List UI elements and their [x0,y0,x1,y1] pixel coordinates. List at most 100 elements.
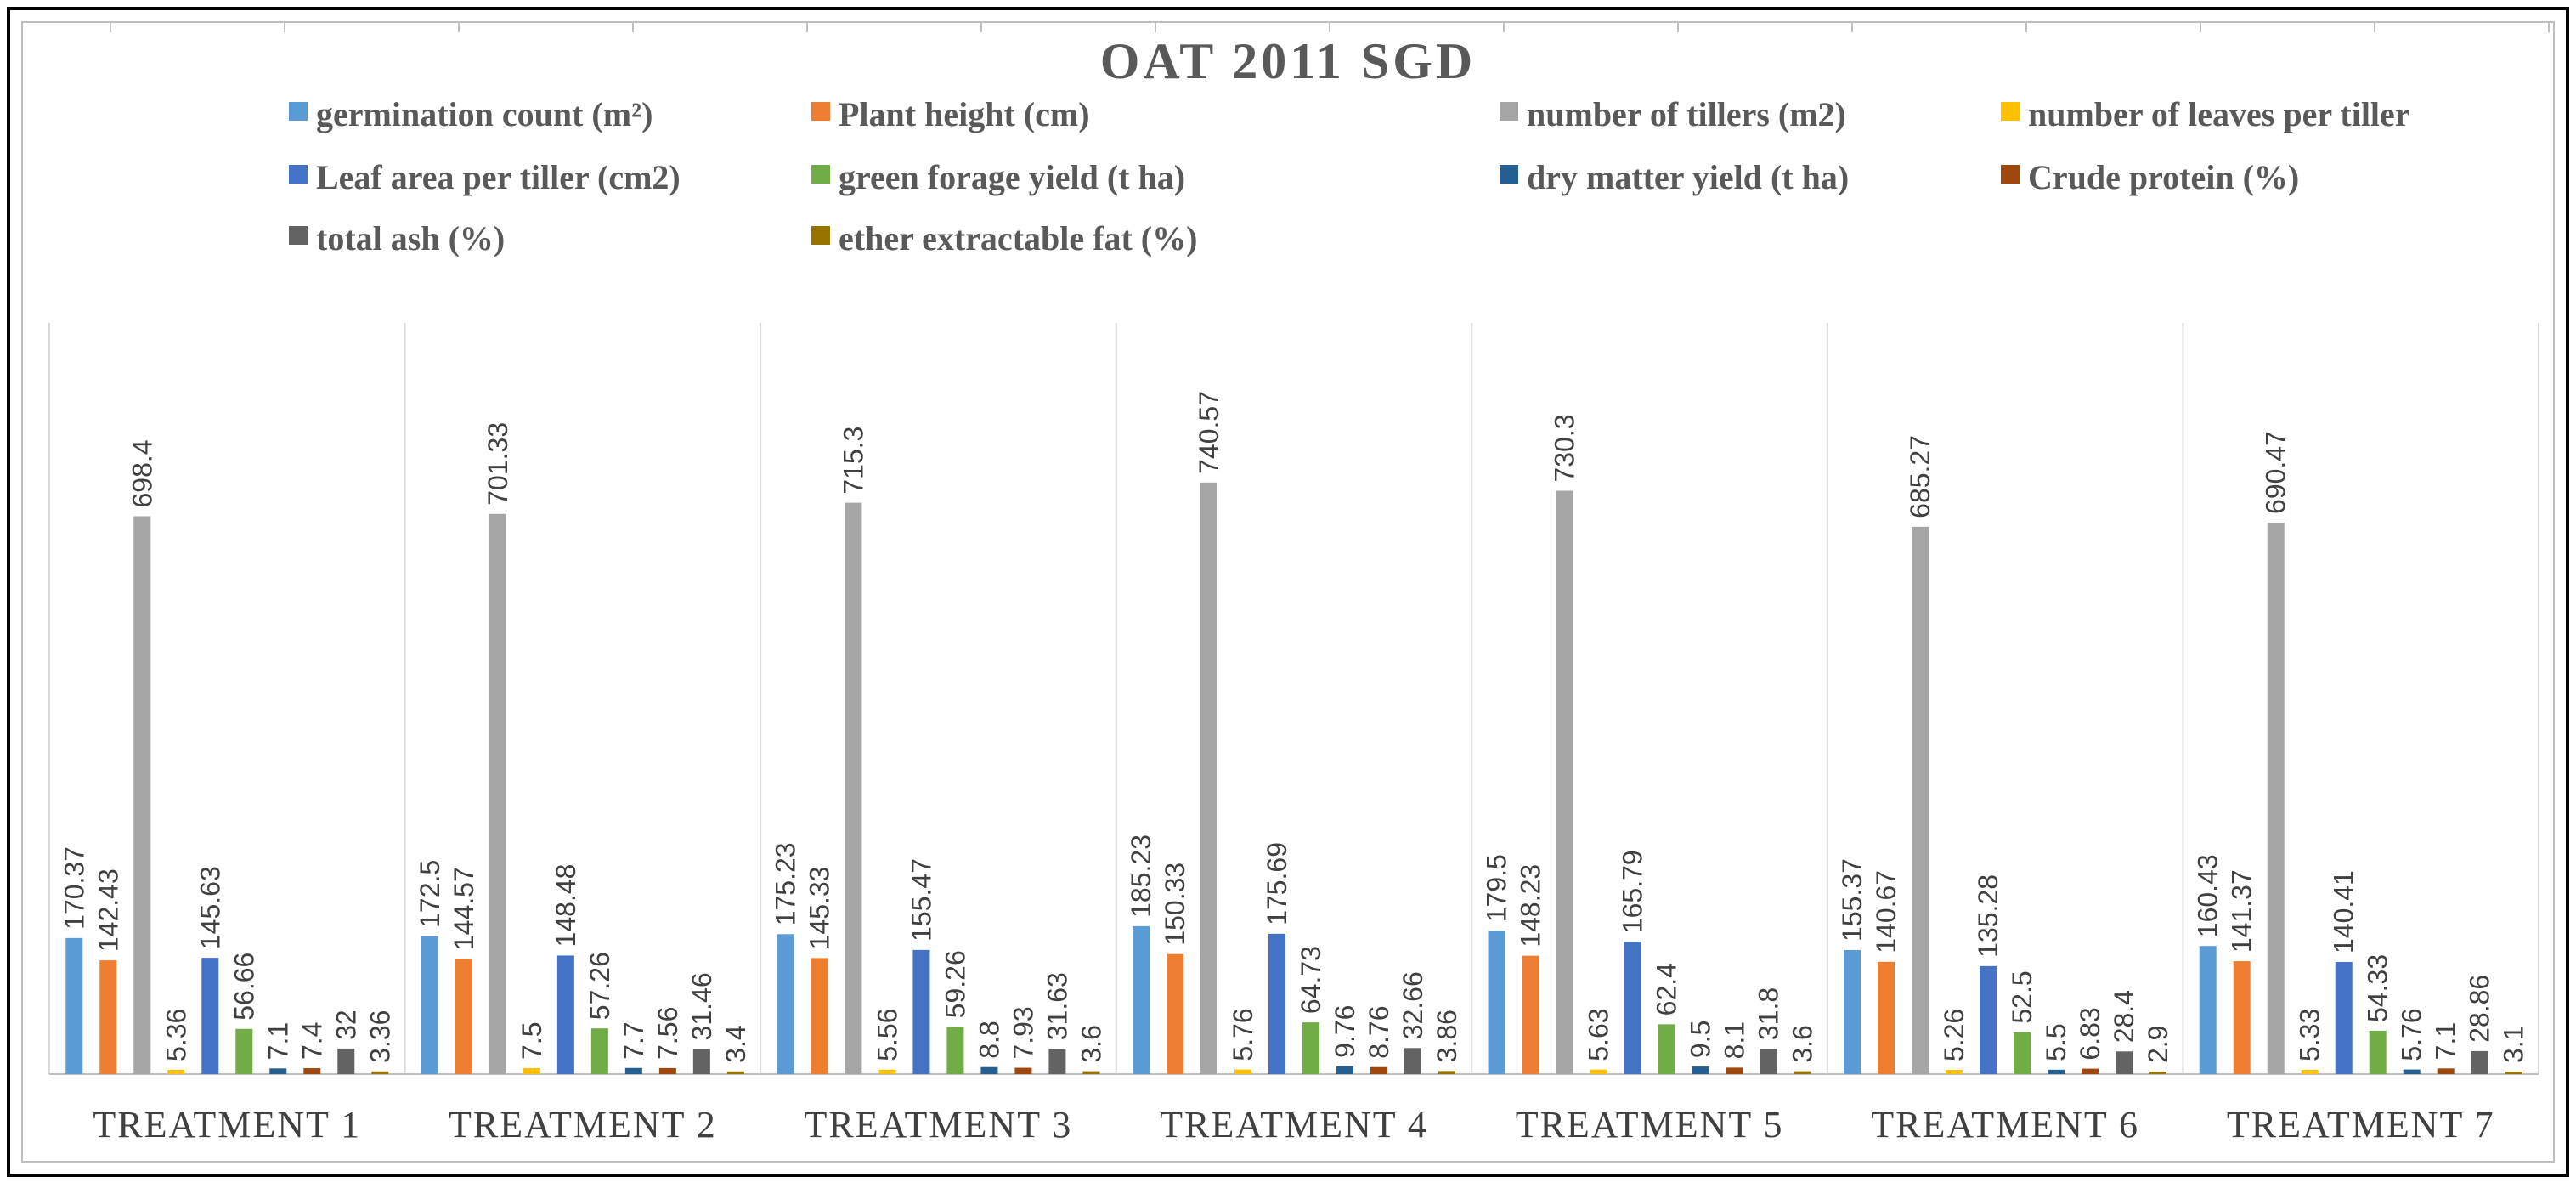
legend-swatch [289,226,308,245]
legend-label: germination count (m²) [316,95,652,133]
data-label: 8.8 [974,1021,1004,1058]
bar [303,1068,321,1074]
legend-item: Plant height (cm) [811,95,1090,133]
bar [371,1071,389,1074]
bar [421,936,438,1074]
legend-label: total ash (%) [316,219,505,257]
bar [1336,1066,1353,1074]
category-label: TREATMENT 2 [449,1104,717,1146]
bar [1980,965,1997,1074]
data-label: 179.5 [1482,854,1512,922]
data-label: 3.6 [1788,1025,1818,1062]
bar [946,1027,964,1074]
category-label: TREATMENT 1 [93,1104,361,1146]
bar [167,1069,185,1074]
data-label: 62.4 [1652,963,1682,1015]
legend-item: ether extractable fat (%) [811,219,1197,257]
chart-title: OAT 2011 SGD [1100,33,1477,89]
data-label: 59.26 [940,950,970,1018]
data-label: 52.5 [2007,970,2037,1023]
data-label: 715.3 [838,427,868,495]
bar [1488,931,1505,1074]
bar [1438,1071,1455,1074]
bar [811,958,828,1074]
top-ticks [110,22,2550,32]
data-label: 135.28 [1973,874,2003,958]
bar [1556,490,1573,1074]
bar [1404,1048,1421,1074]
legend-item: number of tillers (m2) [1500,95,1846,133]
data-label: 145.33 [804,867,834,950]
category-label: TREATMENT 7 [2227,1104,2495,1146]
bar [777,934,794,1074]
legend-label: dry matter yield (t ha) [1527,158,1849,196]
bar [235,1028,253,1074]
bar [590,1028,608,1074]
data-label: 144.57 [449,867,479,950]
bar [624,1067,642,1074]
data-label: 28.4 [2109,990,2139,1043]
bar [2233,961,2251,1074]
data-label: 150.33 [1160,863,1190,946]
legend-label: number of tillers (m2) [1527,95,1846,133]
bar [1133,925,1150,1074]
data-label: 8.1 [1720,1021,1750,1059]
bar [1082,1071,1100,1074]
data-label: 690.47 [2261,431,2291,514]
legend-label: number of leaves per tiller [2028,95,2410,133]
data-label: 175.69 [1262,842,1292,925]
data-label: 5.5 [2041,1023,2071,1061]
bar [1692,1066,1709,1074]
data-label: 730.3 [1550,414,1580,482]
data-label: 57.26 [585,952,615,1020]
data-label: 145.63 [195,866,225,949]
data-label: 56.66 [229,953,259,1021]
bar [2335,962,2353,1074]
data-label: 165.79 [1618,850,1648,933]
bar [1624,942,1641,1074]
legend-item: number of leaves per tiller [2001,95,2410,133]
bar [1658,1024,1675,1074]
bar [1302,1022,1319,1074]
legend-label: Leaf area per tiller (cm2) [316,158,681,196]
data-label: 3.36 [364,1010,395,1063]
bar [455,959,472,1074]
data-label: 9.76 [1330,1005,1360,1058]
data-label: 31.8 [1754,987,1784,1040]
bar [523,1067,540,1074]
bar [2116,1051,2133,1074]
bar [2014,1032,2031,1074]
data-label: 7.1 [2431,1022,2461,1060]
legend-item: Leaf area per tiller (cm2) [289,158,681,196]
data-label: 28.86 [2465,975,2495,1043]
data-label: 5.56 [872,1008,902,1061]
data-label: 3.1 [2499,1026,2529,1063]
bar [845,502,862,1074]
legend-label: Plant height (cm) [839,95,1090,133]
data-label: 685.27 [1905,435,1935,518]
data-label: 9.5 [1686,1021,1716,1058]
bar [912,949,930,1074]
data-label: 7.4 [297,1022,327,1060]
data-label: 7.5 [517,1021,547,1059]
data-label: 172.5 [415,860,445,928]
bar [726,1071,744,1074]
data-label: 31.63 [1042,972,1072,1040]
data-label: 185.23 [1126,834,1156,918]
data-label: 2.9 [2143,1026,2173,1063]
data-label: 148.23 [1516,864,1546,948]
data-label: 5.36 [161,1009,191,1061]
data-label: 155.37 [1837,858,1867,942]
data-label: 3.4 [720,1025,751,1062]
bar [2505,1072,2522,1074]
data-label: 142.43 [93,868,123,952]
bar [1048,1049,1066,1074]
bar [1878,961,1895,1074]
data-label: 701.33 [483,422,513,506]
data-label: 3.6 [1076,1025,1106,1062]
bar [201,958,219,1074]
bar [1760,1049,1777,1074]
bar [2369,1030,2387,1074]
